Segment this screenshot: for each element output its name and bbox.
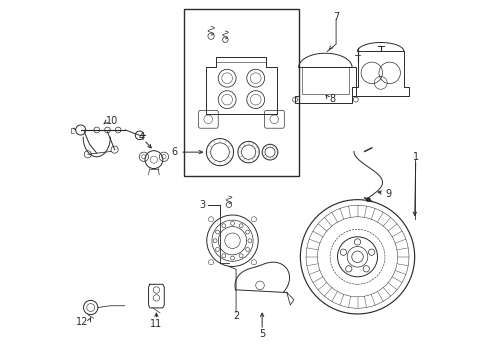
Text: 7: 7 [333,12,339,22]
Text: 6: 6 [171,147,177,157]
Text: 3: 3 [199,200,205,210]
Bar [302,67,348,94]
Text: 5: 5 [259,329,265,339]
Text: 4: 4 [138,132,145,142]
Text: 2: 2 [233,311,239,321]
Text: 1: 1 [413,152,419,162]
Text: 10: 10 [106,116,119,126]
Text: 9: 9 [386,189,392,199]
Bar [184,9,298,176]
Circle shape [366,198,370,202]
Text: 12: 12 [76,317,89,327]
Text: 11: 11 [150,319,163,329]
Text: 8: 8 [329,94,335,104]
